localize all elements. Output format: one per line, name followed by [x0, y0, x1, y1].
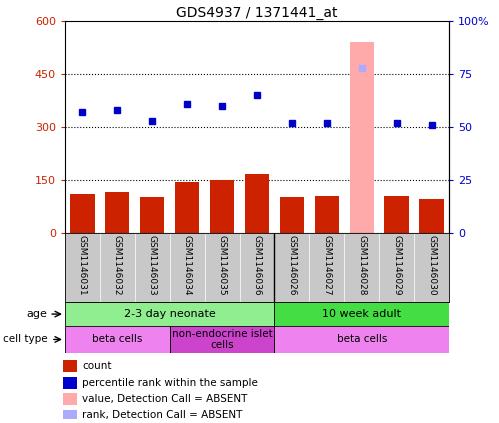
Text: GSM1146033: GSM1146033: [148, 235, 157, 295]
Text: rank, Detection Call = ABSENT: rank, Detection Call = ABSENT: [82, 410, 243, 420]
Text: 10 week adult: 10 week adult: [322, 309, 401, 319]
Text: GSM1146036: GSM1146036: [252, 235, 261, 295]
Text: GSM1146029: GSM1146029: [392, 235, 401, 295]
Bar: [419, 199, 444, 233]
Bar: [175, 181, 199, 233]
Bar: [70, 194, 95, 233]
Bar: [65, 302, 274, 326]
Bar: [63, 393, 76, 405]
Text: GSM1146034: GSM1146034: [183, 235, 192, 295]
Text: beta cells: beta cells: [92, 335, 142, 344]
Text: GSM1146028: GSM1146028: [357, 235, 366, 295]
Bar: [274, 302, 449, 326]
Bar: [140, 198, 164, 233]
Bar: [210, 181, 234, 233]
Text: GSM1146030: GSM1146030: [427, 235, 436, 295]
Text: value, Detection Call = ABSENT: value, Detection Call = ABSENT: [82, 394, 248, 404]
Title: GDS4937 / 1371441_at: GDS4937 / 1371441_at: [176, 6, 338, 20]
Text: GSM1146031: GSM1146031: [78, 235, 87, 295]
Bar: [274, 326, 449, 353]
Bar: [105, 192, 129, 233]
Text: non-endocrine islet
cells: non-endocrine islet cells: [172, 329, 272, 350]
Bar: [349, 42, 374, 233]
Text: GSM1146027: GSM1146027: [322, 235, 331, 295]
Bar: [314, 196, 339, 233]
Text: percentile rank within the sample: percentile rank within the sample: [82, 378, 258, 388]
Text: age: age: [26, 309, 47, 319]
Text: GSM1146032: GSM1146032: [113, 235, 122, 295]
Text: GSM1146035: GSM1146035: [218, 235, 227, 295]
Bar: [245, 174, 269, 233]
Bar: [279, 198, 304, 233]
Text: cell type: cell type: [3, 335, 47, 344]
Bar: [63, 409, 76, 421]
Text: beta cells: beta cells: [337, 335, 387, 344]
Text: 2-3 day neonate: 2-3 day neonate: [124, 309, 216, 319]
Text: count: count: [82, 361, 112, 371]
Text: GSM1146026: GSM1146026: [287, 235, 296, 295]
Bar: [63, 377, 76, 389]
Bar: [63, 360, 76, 372]
Bar: [65, 326, 170, 353]
Bar: [384, 196, 409, 233]
Bar: [170, 326, 274, 353]
